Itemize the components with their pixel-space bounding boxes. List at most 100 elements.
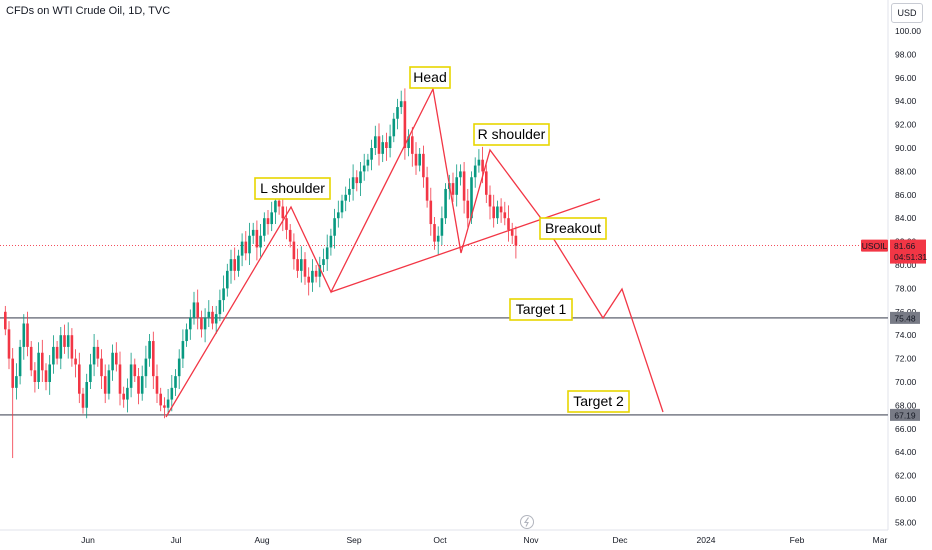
candle [37, 342, 40, 390]
candle [348, 178, 351, 202]
candle-body [377, 136, 381, 154]
candle-body [333, 218, 336, 236]
candle [266, 210, 270, 235]
candle-body [459, 171, 462, 178]
candle-body [37, 352, 40, 382]
candle-body [203, 317, 207, 330]
y-axis-ticks: 58.00 60.00 62.00 64.00 66.00 68.00 70.00 72.00… [895, 26, 921, 527]
candle-body [41, 352, 44, 371]
candle [340, 194, 344, 219]
candle [55, 341, 59, 365]
neckline [330, 198, 601, 293]
currency-button[interactable]: USD [891, 3, 923, 23]
candle [477, 149, 481, 173]
candle-body [503, 212, 507, 219]
candle-body [222, 288, 225, 301]
candle [311, 259, 314, 292]
candle [307, 267, 310, 296]
candle [325, 234, 329, 271]
candle-body [240, 241, 244, 256]
candle [244, 231, 248, 261]
candle-body [44, 370, 48, 382]
candle-body [107, 370, 111, 394]
candle [237, 249, 240, 277]
candle [510, 222, 514, 244]
candle [381, 135, 384, 163]
candle-body [322, 259, 325, 265]
chart-title: CFDs on WTI Crude Oil, 1D, TVC [6, 5, 171, 17]
candle-body [477, 159, 481, 166]
candle-body [418, 153, 421, 166]
candle [422, 145, 425, 188]
x-tick-label: 2024 [697, 535, 716, 545]
annotation-box [473, 123, 550, 146]
candle [211, 305, 214, 330]
candle-body [229, 259, 233, 271]
head-and-shoulders-path [165, 86, 664, 418]
candle-body [507, 218, 510, 230]
x-tick-label: Mar [873, 535, 888, 545]
candle-body [433, 224, 436, 242]
y-tick-label: 74.00 [895, 330, 917, 340]
candle [344, 186, 347, 212]
candle-body [66, 335, 70, 347]
candle [11, 348, 14, 459]
candle [129, 352, 133, 398]
candle [133, 358, 137, 382]
candle-body [366, 159, 370, 166]
candle-body [85, 382, 88, 408]
candle-body [436, 235, 440, 242]
candle [281, 197, 285, 232]
level-price-label: 75.48 [894, 313, 916, 323]
y-tick-label: 66.00 [895, 424, 917, 434]
candle-body [129, 364, 133, 388]
candle-body [485, 171, 488, 195]
candle-body [499, 206, 503, 213]
candle-body [274, 200, 277, 213]
candle [240, 233, 244, 267]
candle-body [455, 177, 458, 195]
candle-body [244, 241, 248, 254]
candle [44, 363, 48, 391]
candle-body [318, 265, 322, 277]
candle [255, 220, 259, 261]
x-tick-label: Feb [790, 535, 805, 545]
candle [263, 212, 266, 242]
candle [440, 206, 444, 246]
x-tick-label: Dec [612, 535, 628, 545]
candle-body [15, 376, 18, 388]
candle [455, 164, 458, 207]
candle [222, 275, 225, 312]
candle-body [399, 101, 403, 108]
candle-body [81, 393, 85, 408]
candle-body [170, 387, 174, 400]
candle-body [466, 200, 470, 219]
candle-body [496, 206, 499, 219]
candle [374, 125, 377, 156]
y-tick-label: 94.00 [895, 96, 917, 106]
candle [296, 248, 299, 278]
candle-body [133, 364, 137, 377]
candle-body [344, 194, 347, 201]
candle [229, 249, 233, 284]
candle-body [281, 206, 285, 219]
candle-body [266, 218, 270, 225]
candle [514, 226, 518, 259]
candle [78, 352, 81, 404]
candle-body [440, 218, 444, 236]
candle [322, 248, 325, 273]
x-tick-label: Sep [346, 535, 361, 545]
candle [185, 323, 188, 347]
candle [396, 98, 399, 130]
candle-body [233, 259, 236, 271]
candle-body [52, 346, 55, 365]
candle-body [192, 302, 196, 318]
candle-body [470, 177, 473, 219]
candle-body [185, 329, 188, 342]
candle [203, 308, 207, 343]
candle-body [510, 229, 514, 236]
candle [259, 224, 262, 257]
annotation-box [509, 298, 573, 321]
candle-body [92, 346, 96, 365]
